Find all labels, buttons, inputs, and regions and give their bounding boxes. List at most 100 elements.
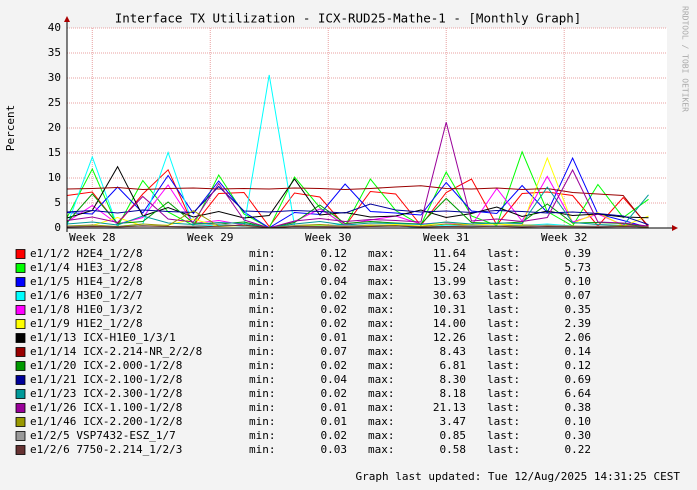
stat-value: 0.14 bbox=[565, 345, 592, 358]
watermark: RRDTOOL / TOBI OETIKER bbox=[681, 6, 690, 112]
axes bbox=[64, 16, 678, 232]
stat-label: min: bbox=[249, 387, 276, 400]
legend-label: e1/1/21 ICX-2.100-1/2/8 bbox=[30, 373, 182, 386]
y-tick-label: 25 bbox=[48, 96, 61, 109]
stat-value: 13.99 bbox=[433, 275, 466, 288]
stat-label: max: bbox=[368, 331, 395, 344]
legend-label: e1/1/5 H1E4_1/2/8 bbox=[30, 275, 143, 288]
stat-value: 0.38 bbox=[565, 401, 592, 414]
series-line bbox=[66, 185, 649, 226]
stat-label: min: bbox=[249, 429, 276, 442]
legend-swatch bbox=[15, 319, 26, 329]
legend-label: e1/1/9 H1E2_1/2/8 bbox=[30, 317, 143, 330]
series-line bbox=[66, 165, 649, 219]
stat-value: 11.64 bbox=[433, 247, 466, 260]
y-tick-label: 15 bbox=[48, 146, 61, 159]
legend-label: e1/1/26 ICX-1.100-1/2/8 bbox=[30, 401, 182, 414]
legend-label: e1/1/13 ICX-H1E0_1/3/1 bbox=[30, 331, 176, 344]
stat-value: 0.07 bbox=[321, 345, 348, 358]
legend-swatch bbox=[15, 417, 26, 427]
stat-label: min: bbox=[249, 289, 276, 302]
stat-label: max: bbox=[368, 275, 395, 288]
y-axis-label: Percent bbox=[4, 105, 17, 151]
legend-swatch bbox=[15, 389, 26, 399]
stat-label: min: bbox=[249, 317, 276, 330]
stat-value: 0.02 bbox=[321, 317, 348, 330]
legend-label: e1/1/8 H1E0_1/3/2 bbox=[30, 303, 143, 316]
stat-value: 0.58 bbox=[440, 443, 467, 456]
stat-label: last: bbox=[487, 373, 520, 386]
stat-value: 0.69 bbox=[565, 373, 592, 386]
legend-label: e1/1/6 H3E0_1/2/7 bbox=[30, 289, 143, 302]
legend-swatch bbox=[15, 431, 26, 441]
legend-label: e1/1/46 ICX-2.200-1/2/8 bbox=[30, 415, 182, 428]
stat-label: last: bbox=[487, 415, 520, 428]
legend: e1/1/2 H2E4_1/2/8 min: 0.12 max: 11.64 last: 0… bbox=[15, 247, 592, 456]
stat-label: max: bbox=[368, 247, 395, 260]
legend-swatch bbox=[15, 445, 26, 455]
stat-label: min: bbox=[249, 401, 276, 414]
stat-value: 0.10 bbox=[565, 415, 592, 428]
x-tick-label: Week 30 bbox=[305, 231, 351, 244]
x-tick-label: Week 29 bbox=[187, 231, 233, 244]
stat-value: 0.03 bbox=[321, 443, 348, 456]
series-lines bbox=[66, 74, 649, 229]
stat-value: 0.04 bbox=[321, 275, 348, 288]
stat-label: last: bbox=[487, 303, 520, 316]
x-tick-label: Week 28 bbox=[69, 231, 115, 244]
stat-value: 8.18 bbox=[440, 387, 467, 400]
stat-value: 0.10 bbox=[565, 275, 592, 288]
chart-title: Interface TX Utilization - ICX-RUD25-Mat… bbox=[115, 11, 582, 26]
stat-label: last: bbox=[487, 443, 520, 456]
y-tick-label: 20 bbox=[48, 121, 61, 134]
series-line bbox=[66, 156, 649, 229]
stat-value: 0.22 bbox=[565, 443, 592, 456]
stat-value: 6.81 bbox=[440, 359, 467, 372]
stat-label: max: bbox=[368, 429, 395, 442]
stat-value: 0.02 bbox=[321, 289, 348, 302]
stat-label: max: bbox=[368, 415, 395, 428]
stat-value: 8.30 bbox=[440, 373, 467, 386]
y-tick-label: 35 bbox=[48, 46, 61, 59]
stat-label: max: bbox=[368, 359, 395, 372]
legend-swatch bbox=[15, 347, 26, 357]
series-line bbox=[66, 122, 649, 229]
stat-value: 10.31 bbox=[433, 303, 466, 316]
stat-value: 12.26 bbox=[433, 331, 466, 344]
stat-value: 14.00 bbox=[433, 317, 466, 330]
stat-label: max: bbox=[368, 443, 395, 456]
stat-value: 0.39 bbox=[565, 247, 592, 260]
stat-label: min: bbox=[249, 261, 276, 274]
stat-value: 0.07 bbox=[565, 289, 592, 302]
stat-value: 0.01 bbox=[321, 331, 348, 344]
stat-label: min: bbox=[249, 247, 276, 260]
y-tick-label: 30 bbox=[48, 71, 61, 84]
legend-label: e1/2/5 VSP7432-ESZ_1/7 bbox=[30, 429, 176, 442]
stat-label: last: bbox=[487, 359, 520, 372]
stat-label: last: bbox=[487, 247, 520, 260]
stat-label: max: bbox=[368, 387, 395, 400]
stat-value: 0.02 bbox=[321, 387, 348, 400]
stat-label: last: bbox=[487, 429, 520, 442]
stat-value: 0.02 bbox=[321, 261, 348, 274]
legend-swatch bbox=[15, 249, 26, 259]
stat-label: last: bbox=[487, 401, 520, 414]
stat-value: 0.02 bbox=[321, 429, 348, 442]
stat-value: 21.13 bbox=[433, 401, 466, 414]
stat-value: 0.12 bbox=[565, 359, 592, 372]
stat-value: 5.73 bbox=[565, 261, 592, 274]
legend-label: e1/1/4 H1E3_1/2/8 bbox=[30, 261, 143, 274]
stat-label: min: bbox=[249, 443, 276, 456]
stat-label: max: bbox=[368, 261, 395, 274]
stat-value: 0.01 bbox=[321, 401, 348, 414]
stat-label: min: bbox=[249, 415, 276, 428]
series-line bbox=[66, 150, 649, 229]
stat-value: 8.43 bbox=[440, 345, 467, 358]
stat-value: 15.24 bbox=[433, 261, 466, 274]
series-line bbox=[66, 185, 649, 228]
stat-value: 0.02 bbox=[321, 359, 348, 372]
stat-label: last: bbox=[487, 345, 520, 358]
y-tick-label: 0 bbox=[54, 221, 61, 234]
stat-label: max: bbox=[368, 401, 395, 414]
stat-label: last: bbox=[487, 289, 520, 302]
